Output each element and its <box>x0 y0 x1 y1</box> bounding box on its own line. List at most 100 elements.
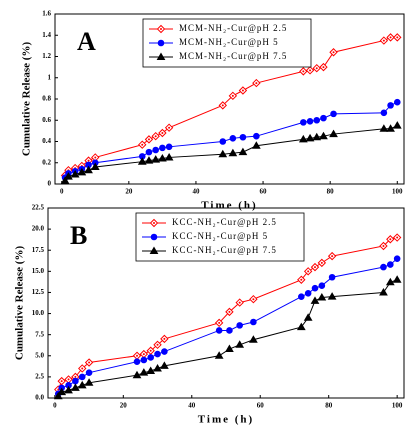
marker <box>225 344 234 353</box>
marker <box>235 340 245 348</box>
marker-dot <box>136 354 138 357</box>
marker-dot <box>60 380 63 383</box>
legend-label: MCM-NH₂-Cur@pH 2.5 <box>179 23 287 33</box>
marker <box>85 369 93 376</box>
marker <box>154 350 161 358</box>
marker <box>239 133 247 141</box>
marker <box>132 370 142 379</box>
marker <box>392 275 402 283</box>
marker-dot <box>141 143 144 146</box>
marker <box>386 124 395 132</box>
marker <box>164 123 174 132</box>
marker <box>300 119 307 126</box>
marker-dot <box>154 135 157 138</box>
marker <box>132 351 142 360</box>
marker <box>64 375 73 384</box>
marker <box>251 141 261 149</box>
marker-dot <box>218 321 221 324</box>
marker <box>90 162 100 170</box>
marker <box>53 391 63 400</box>
marker-dot <box>307 270 310 273</box>
marker <box>149 218 159 228</box>
x-tick-label: 0 <box>60 188 64 196</box>
marker-dot <box>81 367 84 370</box>
y-tick-label: 0.2 <box>42 158 51 166</box>
marker <box>312 63 321 73</box>
marker-dot <box>315 67 318 70</box>
marker <box>60 176 70 184</box>
marker <box>138 140 147 149</box>
marker <box>218 101 227 110</box>
marker <box>164 152 174 161</box>
marker <box>219 138 227 145</box>
marker <box>218 149 228 158</box>
marker <box>64 385 73 394</box>
marker <box>249 294 258 304</box>
y-tick-label: 12.5 <box>32 288 45 296</box>
marker <box>385 277 395 286</box>
y-tick-label: 0.6 <box>42 116 51 124</box>
marker <box>137 157 147 165</box>
marker-dot <box>161 132 164 134</box>
marker <box>70 169 80 178</box>
marker-dot <box>309 69 312 72</box>
marker <box>140 356 148 364</box>
marker <box>296 322 306 331</box>
legend-label: KCC-NH₂-Cur@pH 7.5 <box>172 245 277 255</box>
marker <box>392 233 402 242</box>
marker <box>165 143 173 151</box>
marker <box>379 36 389 45</box>
marker-dot <box>241 89 244 92</box>
marker-dot <box>221 104 224 107</box>
series-line <box>57 258 398 395</box>
y-tick-label: 10.0 <box>32 309 45 317</box>
y-tick-label: 5.0 <box>35 351 44 359</box>
marker <box>149 246 159 254</box>
marker <box>297 275 306 284</box>
marker <box>235 298 244 307</box>
x-tick-label: 40 <box>192 188 200 196</box>
marker <box>305 66 315 75</box>
marker <box>145 148 153 156</box>
marker <box>379 124 389 132</box>
marker <box>379 287 388 296</box>
marker <box>298 293 305 300</box>
y-axis-label: Cumulative Release (%) <box>21 42 33 157</box>
marker-dot <box>302 70 305 73</box>
marker <box>393 255 401 262</box>
y-tick-label: 15.0 <box>32 267 45 275</box>
marker <box>78 364 87 373</box>
marker <box>238 86 248 95</box>
marker <box>72 377 79 385</box>
marker <box>228 148 238 157</box>
marker-dot <box>160 28 162 30</box>
legend-label: KCC-NH₂-Cur@pH 5 <box>172 231 268 241</box>
y-tick-label: 1.6 <box>42 10 51 18</box>
marker-dot <box>396 236 399 239</box>
marker-dot <box>389 238 392 241</box>
marker <box>327 292 337 300</box>
marker <box>387 102 394 109</box>
marker-dot <box>382 245 385 247</box>
marker <box>77 380 87 389</box>
marker <box>161 348 168 355</box>
marker <box>328 273 336 281</box>
marker <box>156 24 166 34</box>
marker-dot <box>332 51 335 54</box>
marker <box>238 147 248 156</box>
marker <box>57 376 66 386</box>
marker <box>312 132 322 141</box>
marker <box>84 358 94 367</box>
legend-label: KCC-NH₂-Cur@pH 2.5 <box>172 217 277 227</box>
marker <box>304 289 312 297</box>
marker-dot <box>74 375 77 378</box>
y-tick-label: 1.4 <box>42 31 51 39</box>
panel-label: B <box>70 221 87 250</box>
marker-dot <box>163 337 166 340</box>
marker <box>310 262 320 272</box>
marker <box>319 131 328 140</box>
y-tick-label: 0.0 <box>35 394 44 402</box>
x-tick-label: 0 <box>53 402 57 410</box>
marker <box>133 358 141 365</box>
marker <box>147 354 154 361</box>
